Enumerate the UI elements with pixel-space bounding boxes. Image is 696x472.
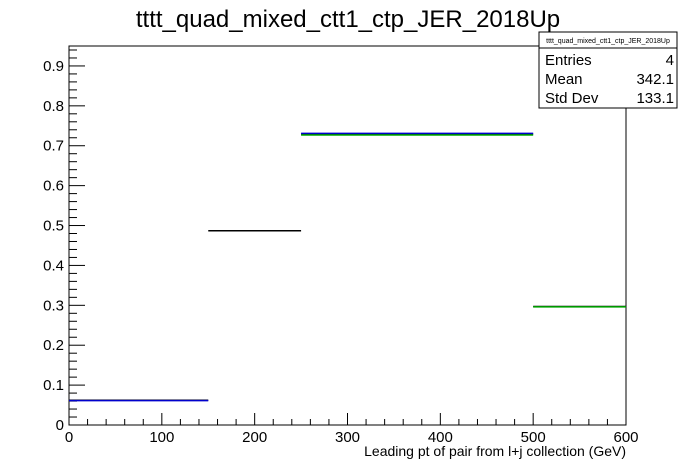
x-tick-label: 300 <box>335 429 360 446</box>
y-tick-label: 0.1 <box>43 377 64 394</box>
x-axis-label: Leading pt of pair from l+j collection (… <box>364 443 626 459</box>
y-tick-label: 0.3 <box>43 297 64 314</box>
x-tick-label: 200 <box>242 429 267 446</box>
stats-box-title: tttt_quad_mixed_ctt1_ctp_JER_2018Up <box>546 38 670 45</box>
x-axis: 0 100 200 300 400 500 600 <box>65 413 639 446</box>
y-tick-label: 0.7 <box>43 138 64 155</box>
x-tick-label: 500 <box>521 429 546 446</box>
stats-label: Std Dev <box>545 90 599 107</box>
y-tick-label: 0.4 <box>43 257 64 274</box>
series-layer <box>69 132 626 402</box>
y-tick-label: 0 <box>56 417 64 434</box>
x-tick-label: 600 <box>613 429 638 446</box>
x-tick-label: 400 <box>428 429 453 446</box>
stats-value: 4 <box>666 52 674 69</box>
x-tick-label: 0 <box>65 429 73 446</box>
y-tick-label: 0.5 <box>43 218 64 235</box>
series-1 <box>69 132 534 402</box>
stats-label: Mean <box>545 71 583 88</box>
y-tick-label: 0.2 <box>43 337 64 354</box>
chart-title: tttt_quad_mixed_ctt1_ctp_JER_2018Up <box>136 6 560 33</box>
x-tick-label: 100 <box>149 429 174 446</box>
series-2 <box>301 134 626 308</box>
stats-box-frame <box>538 31 678 109</box>
stats-label: Entries <box>545 52 592 69</box>
y-tick-label: 0.9 <box>43 58 64 75</box>
stats-rows: Entries 4 Mean 342.1 Std Dev 133.1 <box>545 52 674 107</box>
stats-box: tttt_quad_mixed_ctt1_ctp_JER_2018Up Entr… <box>538 31 678 109</box>
stats-value: 342.1 <box>636 71 674 88</box>
y-axis: 0 0.1 0.2 0.3 0.4 0.5 0.6 0.7 0.8 0.9 <box>43 49 85 434</box>
series-0 <box>69 133 626 402</box>
stats-value: 133.1 <box>636 90 674 107</box>
y-tick-label: 0.8 <box>43 98 64 115</box>
y-tick-label: 0.6 <box>43 178 64 195</box>
